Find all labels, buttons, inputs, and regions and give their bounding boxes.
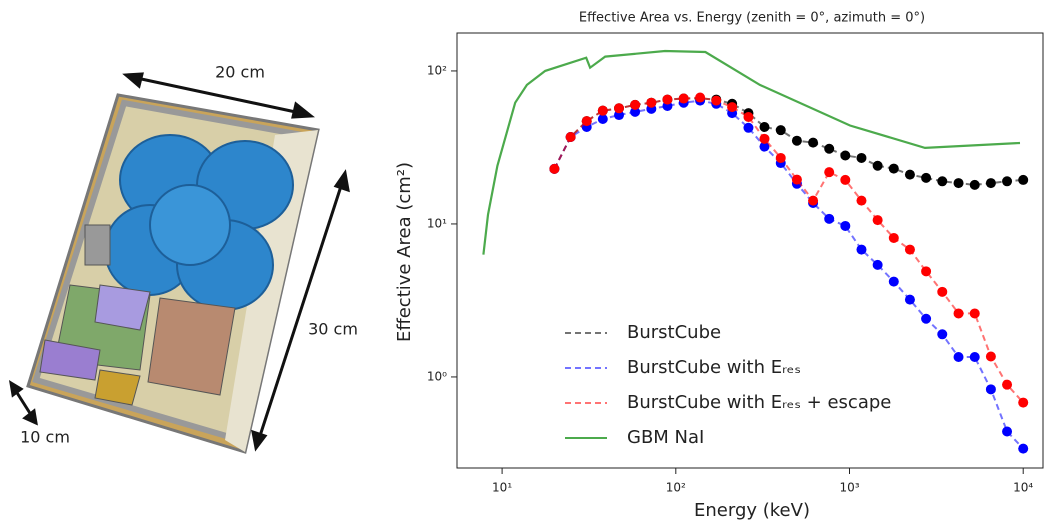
data-point bbox=[695, 93, 705, 103]
data-point bbox=[1002, 426, 1012, 436]
data-point bbox=[986, 352, 996, 362]
component bbox=[85, 225, 110, 265]
data-point bbox=[937, 329, 947, 339]
data-point bbox=[954, 352, 964, 362]
data-point bbox=[743, 123, 753, 133]
data-point bbox=[792, 136, 802, 146]
legend-label: BurstCube with Eᵣₑₛ bbox=[627, 357, 801, 378]
data-point bbox=[614, 103, 624, 113]
data-point bbox=[856, 153, 866, 163]
data-point bbox=[889, 277, 899, 287]
x-tick-label: 10⁴ bbox=[1013, 481, 1033, 495]
plot: 10¹ 10² 10³ 10⁴ 10⁰ 10¹ 10² BurstCube BurstCube … bbox=[427, 33, 1043, 495]
y-axis-label: Effective Area (cm²) bbox=[394, 162, 415, 342]
dimension-label: 10 cm bbox=[20, 428, 70, 447]
data-point bbox=[759, 134, 769, 144]
data-point bbox=[986, 384, 996, 394]
data-point bbox=[970, 180, 980, 190]
data-point bbox=[759, 122, 769, 132]
data-point bbox=[905, 170, 915, 180]
data-point bbox=[630, 100, 640, 110]
data-point bbox=[856, 245, 866, 255]
data-point bbox=[937, 287, 947, 297]
data-point bbox=[646, 98, 656, 108]
data-point bbox=[954, 178, 964, 188]
data-point bbox=[727, 102, 737, 112]
data-point bbox=[824, 214, 834, 224]
y-tick-label: 10¹ bbox=[427, 216, 447, 230]
data-point bbox=[954, 308, 964, 318]
legend-label: GBM NaI bbox=[627, 427, 704, 448]
data-point bbox=[905, 245, 915, 255]
figure: 20 cm 30 cm 10 cm Effective Area vs. Ene… bbox=[0, 0, 1046, 525]
chart-title: Effective Area vs. Energy (zenith = 0°, … bbox=[579, 11, 925, 26]
data-point bbox=[808, 196, 818, 206]
x-axis-label: Energy (keV) bbox=[694, 500, 810, 521]
data-point bbox=[856, 196, 866, 206]
legend-label: BurstCube with Eᵣₑₛ + escape bbox=[627, 392, 891, 413]
data-point bbox=[549, 164, 559, 174]
data-point bbox=[937, 176, 947, 186]
data-point bbox=[921, 314, 931, 324]
data-point bbox=[905, 295, 915, 305]
data-point bbox=[1002, 380, 1012, 390]
data-point bbox=[679, 94, 689, 104]
dimension-label: 20 cm bbox=[215, 63, 265, 82]
detectors bbox=[105, 135, 293, 310]
component bbox=[95, 285, 150, 330]
data-point bbox=[970, 352, 980, 362]
data-point bbox=[743, 112, 753, 122]
data-point bbox=[1018, 398, 1028, 408]
dimension-label: 30 cm bbox=[308, 320, 358, 339]
data-point bbox=[1018, 444, 1028, 454]
data-point bbox=[792, 175, 802, 185]
data-point bbox=[921, 173, 931, 183]
data-point bbox=[970, 308, 980, 318]
data-point bbox=[986, 178, 996, 188]
connector bbox=[95, 370, 140, 405]
data-point bbox=[598, 106, 608, 116]
x-tick-label: 10³ bbox=[839, 481, 859, 495]
data-point bbox=[1002, 176, 1012, 186]
component bbox=[148, 298, 235, 395]
data-point bbox=[840, 175, 850, 185]
data-point bbox=[1018, 175, 1028, 185]
data-point bbox=[566, 132, 576, 142]
data-point bbox=[840, 221, 850, 231]
data-point bbox=[824, 167, 834, 177]
y-tick-label: 10² bbox=[427, 63, 447, 77]
data-point bbox=[776, 153, 786, 163]
data-point bbox=[889, 164, 899, 174]
cubesat-illustration bbox=[28, 95, 318, 452]
data-point bbox=[582, 116, 592, 126]
data-point bbox=[889, 233, 899, 243]
y-tick-label: 10⁰ bbox=[427, 369, 447, 383]
x-tick-label: 10¹ bbox=[492, 481, 512, 495]
legend-label: BurstCube bbox=[627, 322, 721, 343]
data-point bbox=[873, 161, 883, 171]
series-line bbox=[483, 51, 1020, 255]
data-point bbox=[808, 138, 818, 148]
data-point bbox=[873, 260, 883, 270]
data-point bbox=[824, 144, 834, 154]
series-line bbox=[554, 99, 1023, 185]
data-point bbox=[873, 215, 883, 225]
data-point bbox=[840, 151, 850, 161]
x-tick-label: 10² bbox=[666, 481, 686, 495]
data-point bbox=[776, 125, 786, 135]
data-point bbox=[921, 266, 931, 276]
data-point bbox=[711, 96, 721, 106]
data-point bbox=[662, 95, 672, 105]
